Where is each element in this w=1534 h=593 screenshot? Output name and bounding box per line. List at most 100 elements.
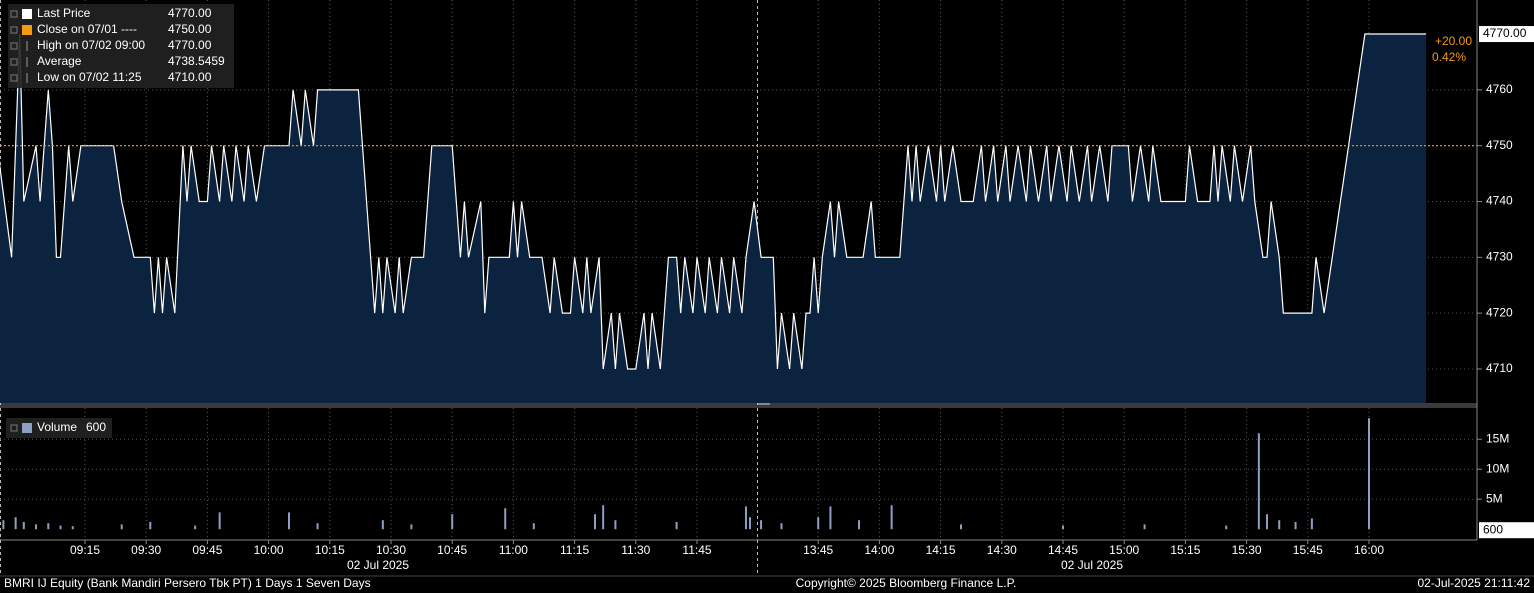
volume-bar [744,506,747,530]
volume-bar [410,524,413,530]
y-tick-label: 4750 [1486,138,1513,152]
last-value-label: 600 [1483,522,1503,536]
volume-bar [614,520,617,530]
volume-bar [71,526,74,530]
volume-bar [149,522,152,530]
change-percent: 0.42% [1432,50,1466,64]
y-tick-label: 4730 [1486,249,1513,263]
footer-center: Copyright© 2025 Bloomberg Finance L.P. [796,576,1017,590]
volume-bar [288,512,290,530]
x-tick-label: 10:00 [254,543,284,557]
legend-name: Volume [37,420,77,434]
x-tick-label: 14:15 [926,543,956,557]
y-tick-label: 10M [1486,461,1509,475]
date-label: 02 Jul 2025 [347,558,409,572]
volume-bar [451,514,454,530]
panel-divider [0,403,1477,408]
plot-area [0,33,1427,403]
legend-swatch [22,9,32,19]
legend-name: Average [37,54,82,68]
legend-value: 4738.5459 [168,54,225,68]
legend-name: Close on 07/01 ---- [37,22,137,36]
x-tick-label: 15:15 [1170,543,1200,557]
legend-value: 600 [86,420,106,434]
y-tick-label: 5M [1486,491,1503,505]
volume-bar [1225,525,1228,530]
volume-bar [59,525,62,530]
x-tick-label: 11:15 [560,543,589,557]
legend-expand-icon [10,74,18,82]
volume-bar [780,523,783,530]
volume-bar [14,517,17,530]
volume-bar [760,520,763,530]
y-tick-label: 4720 [1486,305,1513,319]
legend-swatch [22,25,32,35]
volume-bar [1310,518,1313,530]
x-tick-label: 14:00 [864,543,894,557]
x-tick-label: 14:45 [1048,543,1078,557]
volume-bar [749,517,752,530]
footer-right: 02-Jul-2025 21:11:42 [1417,576,1530,590]
x-tick-label: 10:45 [437,543,467,557]
legend-expand-icon [10,10,18,18]
volume-bar [504,508,507,530]
legend-name: Low on 07/02 11:25 [37,70,142,84]
volume-bar [594,514,596,530]
legend-expand-icon [10,42,18,50]
volume-bar [1368,418,1370,530]
last-value-tag [1479,522,1534,539]
x-tick-label: 15:00 [1109,543,1139,557]
volume-bar [1278,520,1281,530]
volume-bar [2,520,5,530]
legend-box [8,4,234,88]
volume-bar [858,520,860,530]
x-tick-label: 09:30 [131,543,161,557]
price-area [0,34,1427,403]
footer-left: BMRI IJ Equity (Bank Mandiri Persero Tbk… [4,576,371,590]
last-value-tag [1479,26,1534,43]
legend-value: 4710.00 [168,70,212,84]
y-tick-label: 15M [1486,431,1509,445]
volume-bar [1266,514,1268,530]
y-tick-label: 4760 [1486,82,1513,96]
volume-bar [194,525,197,530]
legend-expand-icon [10,58,18,66]
volume-bar [1294,522,1297,530]
last-value-label: 4770.00 [1483,26,1527,40]
volume-bar [1257,433,1260,530]
legend-expand-icon [10,26,18,34]
price-line [0,33,1427,370]
x-tick-label: 16:00 [1354,543,1384,557]
legend-value: 4770.00 [168,38,212,52]
x-tick-label: 15:45 [1293,543,1323,557]
date-label: 02 Jul 2025 [1061,558,1123,572]
legend-expand-icon [10,424,18,432]
volume-bar [120,524,123,530]
legend-value: 4770.00 [168,6,212,20]
y-tick-label: 4740 [1486,194,1513,208]
volume-bar [218,512,221,530]
legend-name: Last Price [37,6,91,20]
y-tick-label: 4710 [1486,361,1513,375]
x-tick-label: 13:45 [803,543,833,557]
volume-bar [817,517,820,530]
x-tick-label: 14:30 [987,543,1017,557]
x-tick-label: 11:30 [621,543,650,557]
x-tick-label: 15:30 [1232,543,1262,557]
x-tick-label: 09:15 [70,543,100,557]
volume-bar [602,505,605,530]
volume-bar [829,506,832,530]
volume-bar [47,523,50,530]
plot-area [2,418,1370,530]
divider-handle [758,403,770,405]
x-tick-label: 10:30 [376,543,406,557]
volume-bar [316,523,319,530]
x-tick-label: 10:15 [315,543,345,557]
volume-bar [675,522,678,530]
x-tick-label: 09:45 [192,543,222,557]
volume-bar [1062,525,1064,530]
volume-bar [532,523,535,530]
volume-bar [381,520,384,530]
change-value: +20.00 [1435,34,1472,48]
